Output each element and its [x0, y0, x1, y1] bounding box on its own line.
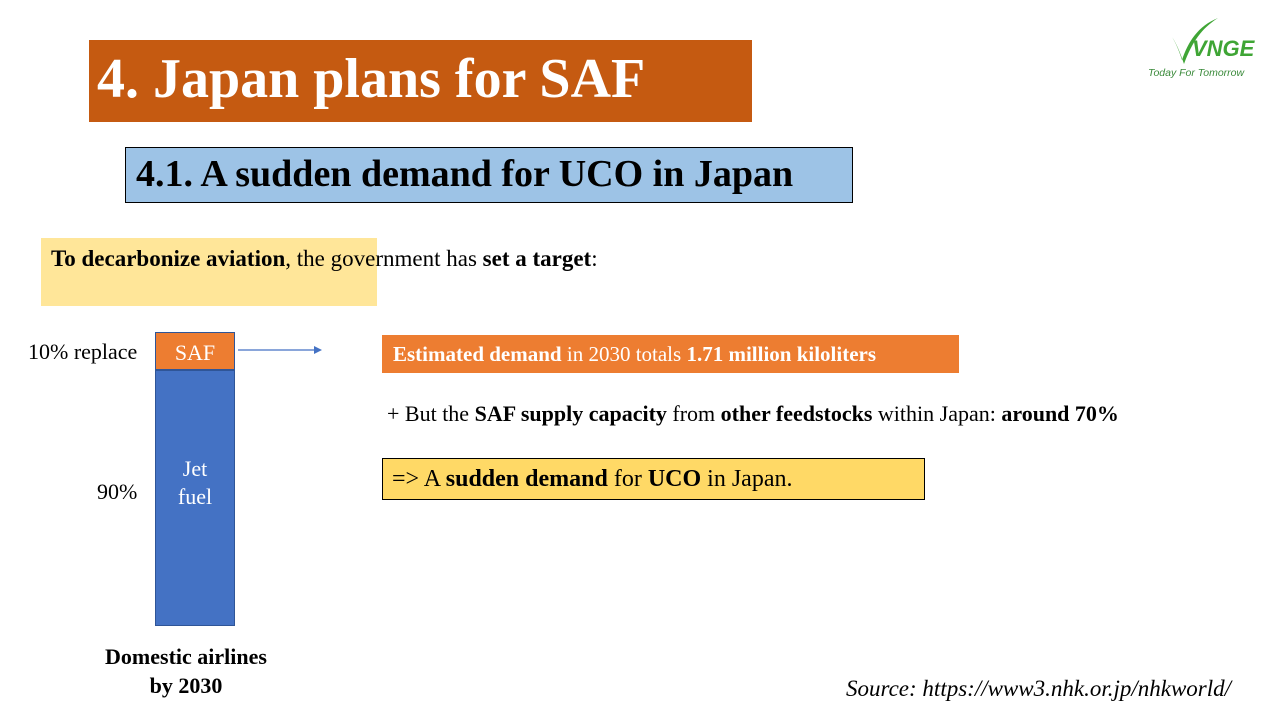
supply-bold-2: other feedstocks [720, 401, 873, 426]
jet-fuel-label-line2: fuel [177, 484, 213, 509]
jet-fuel-share-label: 90% [97, 479, 138, 504]
conclusion-bold-1: sudden demand [445, 466, 608, 492]
supply-bold-1: SAF supply capacity [474, 401, 667, 426]
vnge-logo-icon: VNGE [1170, 18, 1256, 64]
supply-text-3: within Japan: [872, 401, 1002, 426]
title-banner [89, 40, 752, 122]
logo-tagline: Today For Tomorrow [1148, 67, 1245, 79]
saf-share-label: 10% replace [28, 339, 138, 364]
arrow-right-icon [238, 346, 322, 354]
target-note-text-1: , the government has [285, 246, 483, 271]
target-note: To decarbonize aviation, the government … [51, 244, 598, 273]
conclusion-box: => A sudden demand for UCO in Japan. [382, 458, 925, 500]
demand-bold-1: Estimated demand [393, 342, 562, 366]
slide-title: 4. Japan plans for SAF [97, 48, 646, 110]
jet-fuel-bar-segment: Jet fuel [155, 370, 235, 626]
slide-subtitle: 4.1. A sudden demand for UCO in Japan [136, 153, 794, 195]
subtitle-banner [125, 147, 853, 203]
jet-fuel-label-line1: Jet [182, 456, 208, 481]
demand-callout: Estimated demand in 2030 totals 1.71 mil… [382, 335, 959, 373]
conclusion-text-2: for [607, 466, 648, 492]
bar-caption-line2: by 2030 [149, 673, 223, 698]
target-note-bold-1: To decarbonize aviation [51, 246, 286, 271]
demand-text-1: in 2030 totals [561, 342, 687, 366]
conclusion-bold-2: UCO [647, 466, 702, 492]
supply-bold-3: around 70% [1001, 401, 1119, 426]
vnge-logo: VNGE Today For Tomorrow [1140, 12, 1280, 82]
saf-bar-segment: SAF [155, 332, 235, 370]
conclusion-text-1: => A [392, 466, 446, 492]
conclusion-text-3: in Japan. [701, 466, 793, 492]
target-note-bold-2: set a target [482, 246, 592, 271]
source-citation: Source: https://www3.nhk.or.jp/nhkworld/ [846, 676, 1232, 701]
logo-wordmark: VNGE [1192, 36, 1256, 61]
supply-text-2: from [666, 401, 721, 426]
supply-note: + But the SAF supply capacity from other… [387, 401, 1119, 427]
target-note-text-2: : [591, 246, 598, 271]
target-note-box [41, 238, 377, 306]
bar-caption: Domestic airlines by 2030 [86, 642, 286, 700]
demand-bold-2: 1.71 million kiloliters [686, 342, 877, 366]
supply-text-1: + But the [387, 401, 475, 426]
bar-caption-line1: Domestic airlines [105, 644, 267, 669]
